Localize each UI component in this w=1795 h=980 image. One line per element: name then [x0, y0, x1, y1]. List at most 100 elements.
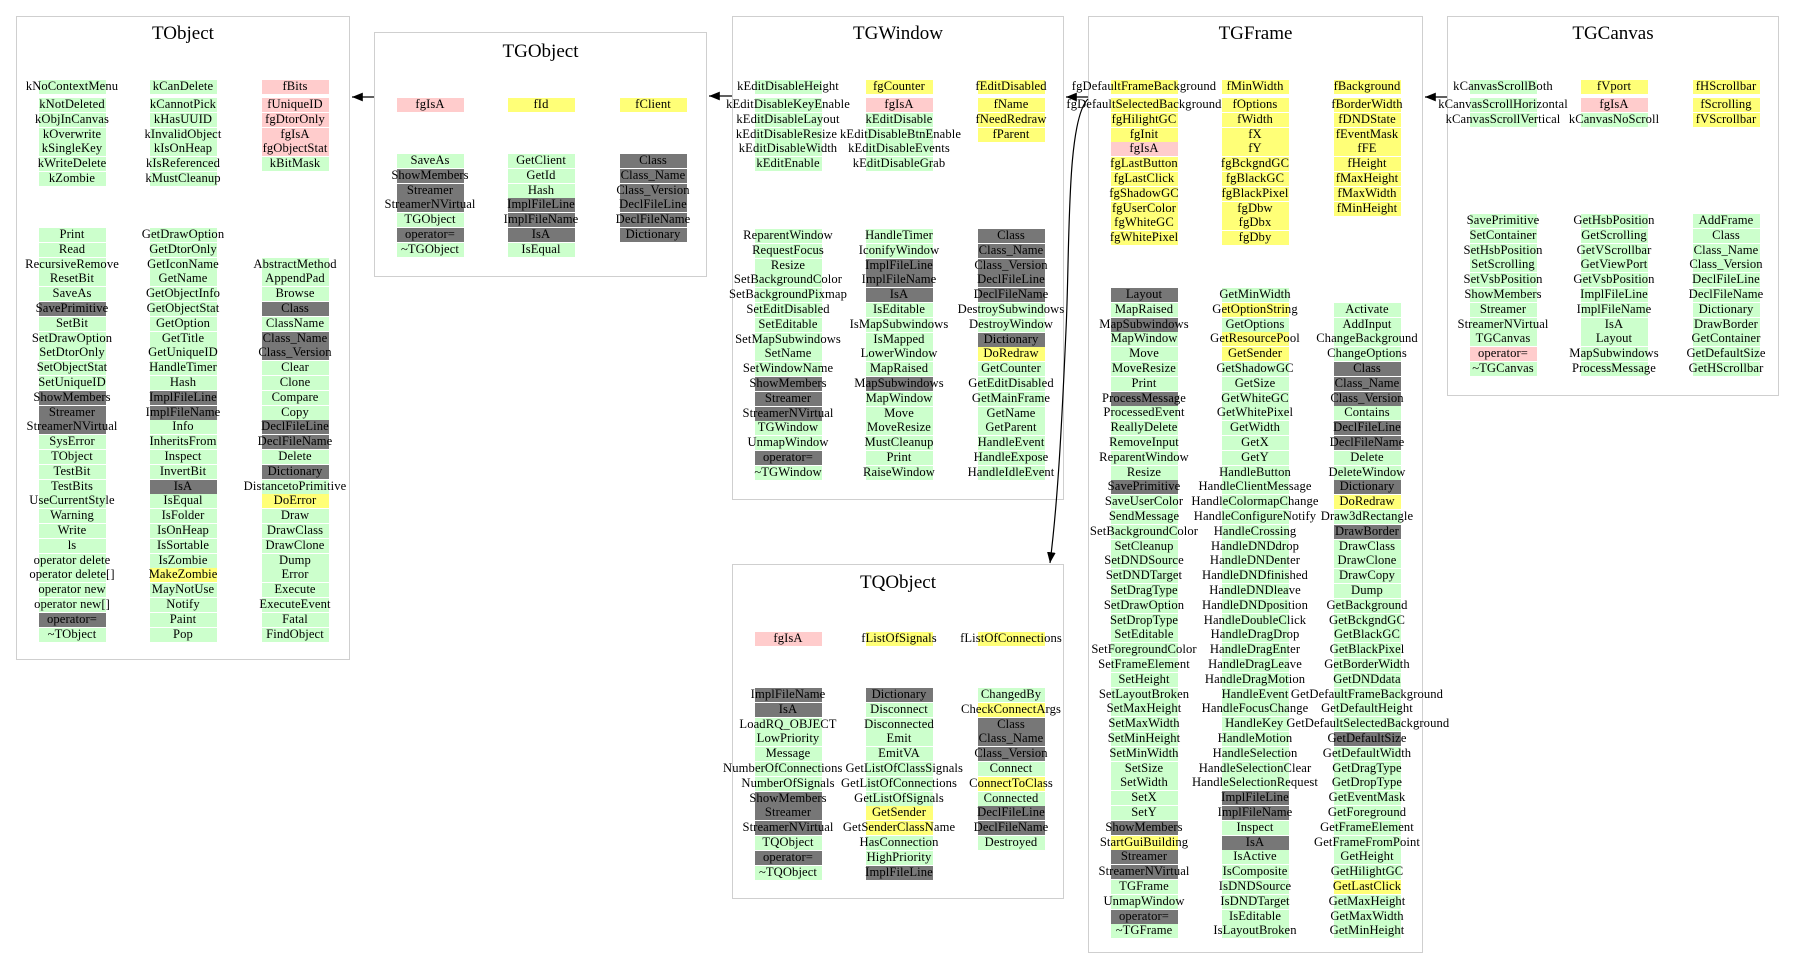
field-fminheight[interactable]: fMinHeight [1333, 201, 1401, 216]
method-tgobject[interactable]: ~TGObject [396, 242, 464, 257]
method-iseditable[interactable]: IsEditable [865, 302, 933, 317]
field-fgdbw[interactable]: fgDbw [1221, 201, 1289, 216]
method-connected[interactable]: Connected [977, 791, 1045, 806]
method-handlefocuschange[interactable]: HandleFocusChange [1202, 701, 1308, 717]
method-mapwindow[interactable]: MapWindow [1110, 331, 1178, 347]
field-keditdisablelayout[interactable]: kEditDisableLayout [736, 112, 840, 127]
method-inspect[interactable]: Inspect [149, 449, 217, 464]
method-setobjectstat[interactable]: SetObjectStat [37, 360, 107, 376]
method-handledragleave[interactable]: HandleDragLeave [1208, 657, 1302, 672]
method-syserror[interactable]: SysError [38, 434, 106, 450]
method-loadrq-object[interactable]: LoadRQ_OBJECT [739, 717, 836, 732]
field-keditdisablewidth[interactable]: kEditDisableWidth [739, 141, 837, 157]
field-fbits[interactable]: fBits [261, 79, 329, 94]
method-getshadowgc[interactable]: GetShadowGC [1216, 361, 1294, 376]
method-streamer[interactable]: Streamer [1110, 849, 1178, 865]
method-setuniqueid[interactable]: SetUniqueID [38, 375, 106, 390]
method-drawborder[interactable]: DrawBorder [1333, 524, 1401, 539]
field-fy[interactable]: fY [1221, 141, 1289, 157]
method-declfileline[interactable]: DeclFileLine [1692, 272, 1760, 288]
field-kisreferenced[interactable]: kIsReferenced [146, 156, 220, 172]
method-reparentwindow[interactable]: ReparentWindow [1099, 450, 1189, 465]
method-drawclass[interactable]: DrawClass [261, 523, 329, 538]
method-getresourcepool[interactable]: GetResourcePool [1210, 331, 1300, 347]
field-ffe[interactable]: fFE [1333, 141, 1401, 157]
method-dictionary[interactable]: Dictionary [1692, 302, 1760, 317]
method-getsize[interactable]: GetSize [1221, 376, 1289, 391]
method-showmembers[interactable]: ShowMembers [1464, 287, 1542, 302]
method-recursiveremove[interactable]: RecursiveRemove [25, 257, 119, 272]
method-tqobject[interactable]: ~TQObject [754, 865, 822, 880]
method-issortable[interactable]: IsSortable [149, 538, 217, 553]
method-getvsbposition[interactable]: GetVsbPosition [1573, 272, 1654, 288]
field-fgdtoronly[interactable]: fgDtorOnly [261, 112, 329, 127]
method-declfileline[interactable]: DeclFileLine [977, 272, 1045, 288]
method-operator[interactable]: operator= [1469, 346, 1537, 362]
field-fgshadowgc[interactable]: fgShadowGC [1109, 186, 1179, 201]
method-sethsbposition[interactable]: SetHsbPosition [1463, 243, 1542, 258]
method-class-name[interactable]: Class_Name [619, 168, 687, 183]
method-class[interactable]: Class [619, 153, 687, 168]
field-fgisa[interactable]: fgIsA [1580, 97, 1648, 112]
method-setname[interactable]: SetName [754, 346, 822, 362]
method-showmembers[interactable]: ShowMembers [1105, 820, 1183, 835]
method-handleevent[interactable]: HandleEvent [977, 435, 1045, 451]
method-implfilename[interactable]: ImplFileName [146, 405, 220, 420]
field-fid[interactable]: fId [507, 97, 575, 112]
method-handledragenter[interactable]: HandleDragEnter [1210, 642, 1300, 658]
method-saveas[interactable]: SaveAs [38, 286, 106, 302]
method-lowerwindow[interactable]: LowerWindow [861, 346, 937, 362]
method-sendmessage[interactable]: SendMessage [1109, 509, 1179, 524]
method-mapraised[interactable]: MapRaised [1110, 302, 1178, 317]
method-showmembers[interactable]: ShowMembers [749, 791, 827, 806]
method-mapsubwindows[interactable]: MapSubwindows [854, 376, 944, 391]
method-removeinput[interactable]: RemoveInput [1109, 435, 1179, 450]
method-ismapped[interactable]: IsMapped [865, 332, 933, 347]
field-fborderwidth[interactable]: fBorderWidth [1331, 97, 1403, 112]
method-gettitle[interactable]: GetTitle [149, 331, 217, 346]
method-handledndfinished[interactable]: HandleDNDfinished [1202, 568, 1308, 584]
method-streamernvirtual[interactable]: StreamerNVirtual [742, 820, 833, 836]
method-getscrolling[interactable]: GetScrolling [1580, 228, 1648, 243]
method-setmaxwidth[interactable]: SetMaxWidth [1108, 716, 1180, 732]
method-getcontainer[interactable]: GetContainer [1691, 331, 1760, 347]
method-class-name[interactable]: Class_Name [977, 243, 1045, 258]
method-raisewindow[interactable]: RaiseWindow [863, 465, 935, 480]
method-streamer[interactable]: Streamer [1469, 302, 1537, 317]
method-tobject[interactable]: TObject [38, 449, 106, 464]
method-declfileline[interactable]: DeclFileLine [977, 805, 1045, 821]
field-fgisa[interactable]: fgIsA [1110, 141, 1178, 157]
method-implfilename[interactable]: ImplFileName [1577, 302, 1651, 317]
method-getname[interactable]: GetName [977, 406, 1045, 421]
method-reallydelete[interactable]: ReallyDelete [1110, 420, 1178, 436]
method-moveresize[interactable]: MoveResize [865, 420, 933, 436]
method-handletimer[interactable]: HandleTimer [865, 228, 933, 243]
method-setdtoronly[interactable]: SetDtorOnly [38, 345, 106, 361]
method-setcleanup[interactable]: SetCleanup [1110, 539, 1178, 554]
method-emit[interactable]: Emit [865, 731, 933, 747]
field-kinvalidobject[interactable]: kInvalidObject [145, 127, 221, 142]
method-class-version[interactable]: Class_Version [1330, 391, 1404, 406]
field-fgdby[interactable]: fgDby [1221, 230, 1289, 246]
method-handleidleevent[interactable]: HandleIdleEvent [968, 465, 1054, 480]
method-isequal[interactable]: IsEqual [149, 493, 217, 509]
method-destroywindow[interactable]: DestroyWindow [969, 317, 1053, 332]
method-execute[interactable]: Execute [261, 582, 329, 598]
method-iconifywindow[interactable]: IconifyWindow [859, 243, 939, 258]
method-isonheap[interactable]: IsOnHeap [149, 523, 217, 538]
field-fscrolling[interactable]: fScrolling [1692, 97, 1760, 112]
field-kmustcleanup[interactable]: kMustCleanup [145, 171, 221, 186]
field-keditdisableresize[interactable]: kEditDisableResize [736, 127, 837, 142]
method-setwidth[interactable]: SetWidth [1110, 775, 1178, 791]
method-getwhitegc[interactable]: GetWhiteGC [1221, 391, 1289, 406]
method-handlecrossing[interactable]: HandleCrossing [1214, 524, 1296, 539]
method-unmapwindow[interactable]: UnmapWindow [1103, 894, 1184, 909]
method-handlebutton[interactable]: HandleButton [1219, 465, 1291, 480]
method-setvsbposition[interactable]: SetVsbPosition [1463, 272, 1542, 288]
field-knotdeleted[interactable]: kNotDeleted [38, 97, 106, 112]
method-getmaxwidth[interactable]: GetMaxWidth [1330, 909, 1404, 924]
method-getlistofconnections[interactable]: GetListOfConnections [841, 776, 957, 791]
method-setheight[interactable]: SetHeight [1110, 672, 1178, 687]
method-print[interactable]: Print [865, 450, 933, 465]
field-fwidth[interactable]: fWidth [1221, 112, 1289, 127]
